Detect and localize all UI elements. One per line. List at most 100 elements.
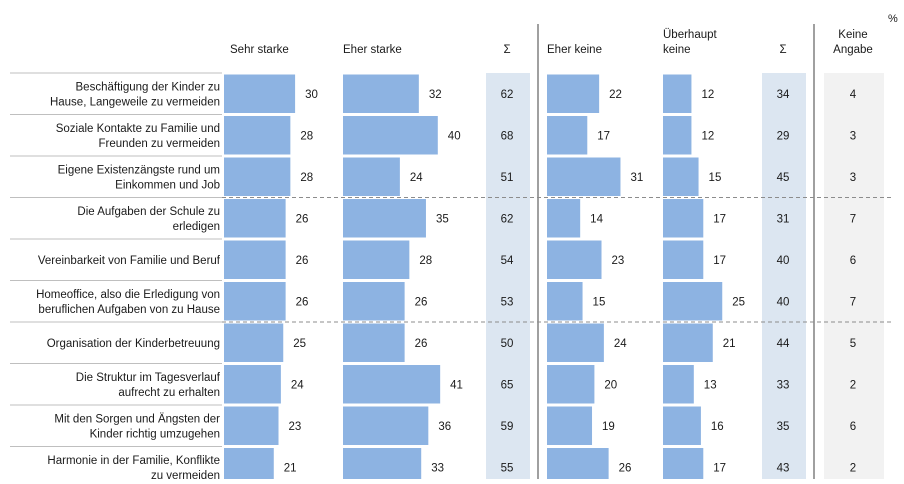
value-label: 26 [296, 213, 309, 225]
bar-sehr-starke [224, 74, 296, 113]
bar-eher-keine [547, 282, 583, 321]
value-label: 17 [713, 255, 726, 267]
value-label: 13 [704, 379, 717, 391]
value-label: 50 [501, 338, 514, 350]
value-label: 65 [501, 379, 514, 391]
value-label: 40 [777, 255, 790, 267]
value-label: 17 [713, 213, 726, 225]
value-label: 28 [419, 255, 432, 267]
column-header-ueberhaupt-keine: keine [663, 44, 691, 56]
value-label: 31 [630, 172, 643, 184]
category-label: Die Aufgaben der Schule zu [77, 206, 220, 218]
value-label: 54 [501, 255, 514, 267]
category-label: Harmonie in der Familie, Konflikte [47, 455, 220, 467]
category-label: Mit den Sorgen und Ängsten der [54, 413, 220, 425]
value-label: 14 [590, 213, 603, 225]
bar-ueberhaupt-keine [663, 116, 692, 155]
bar-eher-keine [547, 116, 588, 155]
category-label: Organisation der Kinderbetreuung [47, 338, 220, 350]
column-header-keine-angabe: Keine [838, 29, 867, 41]
value-label: 33 [777, 379, 790, 391]
value-label: 26 [296, 296, 309, 308]
bar-sehr-starke [224, 116, 291, 155]
value-label: 68 [501, 130, 514, 142]
column-band-sum-keine [762, 73, 806, 484]
category-label: Homeoffice, also die Erledigung von [36, 289, 220, 301]
value-label: 20 [604, 379, 617, 391]
value-label: 22 [609, 89, 622, 101]
value-label: 12 [701, 130, 714, 142]
category-label: Soziale Kontakte zu Familie und [56, 123, 220, 135]
value-label: 3 [850, 130, 856, 142]
value-label: 51 [501, 172, 514, 184]
value-label: 4 [850, 89, 857, 101]
category-label: erledigen [173, 221, 220, 233]
value-label: 21 [284, 462, 297, 474]
bar-ueberhaupt-keine [663, 448, 704, 484]
value-label: 6 [850, 421, 856, 433]
bar-eher-keine [547, 74, 600, 113]
bar-eher-starke [343, 157, 400, 196]
value-label: 59 [501, 421, 514, 433]
unit-label: % [888, 13, 898, 25]
value-label: 17 [597, 130, 610, 142]
bar-eher-keine [547, 406, 593, 445]
value-label: 36 [438, 421, 451, 433]
value-label: 24 [614, 338, 627, 350]
value-label: 16 [711, 421, 724, 433]
column-header-keine-angabe: Angabe [833, 44, 873, 56]
bar-ueberhaupt-keine [663, 406, 701, 445]
value-label: 26 [415, 338, 428, 350]
bar-eher-keine [547, 157, 621, 196]
value-label: 43 [777, 462, 790, 474]
bar-eher-keine [547, 240, 602, 279]
bar-eher-keine [547, 365, 595, 404]
value-label: 17 [713, 462, 726, 474]
value-label: 35 [777, 421, 790, 433]
value-label: 28 [300, 172, 313, 184]
value-label: 33 [431, 462, 444, 474]
bar-sehr-starke [224, 365, 281, 404]
value-label: 53 [501, 296, 514, 308]
value-label: 31 [777, 213, 790, 225]
bar-sehr-starke [224, 282, 286, 321]
bar-eher-starke [343, 282, 405, 321]
bar-ueberhaupt-keine [663, 282, 723, 321]
column-header-sum-stark: Σ [503, 44, 510, 56]
value-label: 24 [410, 172, 423, 184]
value-label: 23 [289, 421, 302, 433]
value-label: 26 [619, 462, 632, 474]
value-label: 26 [296, 255, 309, 267]
value-label: 15 [709, 172, 722, 184]
bar-eher-starke [343, 323, 405, 362]
bar-eher-starke [343, 240, 410, 279]
column-band-sum-stark [486, 73, 530, 484]
column-header-eher-starke: Eher starke [343, 44, 402, 56]
bar-sehr-starke [224, 406, 279, 445]
category-label: Kinder richtig umzugehen [90, 428, 220, 440]
value-label: 40 [448, 130, 461, 142]
value-label: 62 [501, 89, 514, 101]
value-label: 40 [777, 296, 790, 308]
value-label: 34 [777, 89, 790, 101]
value-label: 32 [429, 89, 442, 101]
bar-eher-starke [343, 448, 422, 484]
bar-eher-starke [343, 365, 441, 404]
value-label: 12 [701, 89, 714, 101]
value-label: 19 [602, 421, 615, 433]
value-label: 28 [300, 130, 313, 142]
value-label: 29 [777, 130, 790, 142]
value-label: 30 [305, 89, 318, 101]
value-label: 25 [732, 296, 745, 308]
value-label: 5 [850, 338, 856, 350]
value-label: 24 [291, 379, 304, 391]
value-label: 2 [850, 462, 856, 474]
bar-eher-starke [343, 74, 419, 113]
bar-eher-keine [547, 199, 581, 238]
bar-ueberhaupt-keine [663, 365, 694, 404]
category-label: aufrecht zu erhalten [118, 387, 220, 399]
value-label: 23 [612, 255, 625, 267]
value-label: 6 [850, 255, 856, 267]
value-label: 44 [777, 338, 790, 350]
bar-ueberhaupt-keine [663, 199, 704, 238]
